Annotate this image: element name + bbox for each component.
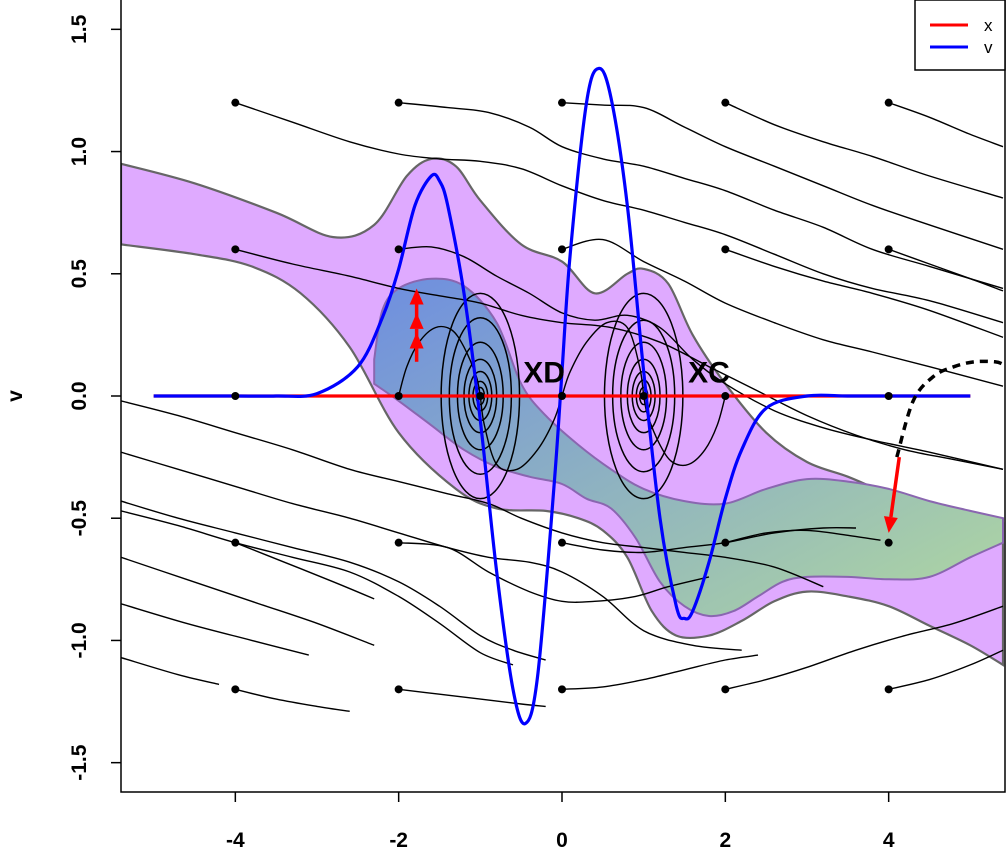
trajectory-13 [121,510,514,666]
trajectory-1 [398,102,1004,290]
grid-point-12 [558,392,566,400]
grid-point-9 [884,245,893,254]
grid-point-8 [721,245,730,254]
x-tick-label-4: 4 [883,829,895,852]
grid-point-2 [558,98,566,107]
trajectory-7 [561,238,1004,387]
legend-label-x: x [984,16,993,35]
grid-point-14 [884,392,893,400]
trajectory-22 [398,688,546,708]
trajectory-11 [121,451,742,651]
annotation-xd: XD [523,357,565,390]
grid-point-15 [231,538,240,547]
grid-point-24 [884,685,893,694]
grid-point-7 [558,245,566,254]
grid-point-0 [231,98,240,107]
grid-point-22 [558,685,566,694]
trajectory-3 [725,102,1004,199]
grid-point-11 [394,392,403,400]
trajectory-2 [561,102,1004,250]
grid-point-20 [231,685,240,694]
grid-point-13 [721,392,730,400]
trajectory-24 [725,605,1004,690]
legend: x v [914,0,1006,71]
grid-point-18 [721,538,730,547]
trajectory-28 [561,320,645,397]
y-tick-label-2: -0.5 [68,500,91,537]
attractor-region-0 [121,157,1005,667]
trajectory-21 [235,688,350,712]
series-v-line [153,66,971,726]
dashed-path [895,359,1004,458]
x-tick-label-2: 0 [556,829,568,852]
trajectory-19 [561,526,857,554]
trajectory-27 [479,395,563,472]
y-tick-label-0: -1.5 [68,744,91,781]
y-tick-label-1: -1.0 [68,622,91,658]
grid-point-5 [231,245,240,254]
grid-point-19 [884,538,893,547]
trajectory-14 [121,556,375,646]
grid-point-10 [231,392,240,400]
grid-point-6 [394,245,403,254]
trajectory-0 [235,102,1004,324]
grid-point-26 [639,392,648,400]
trajectory-18 [398,542,710,603]
grid-point-23 [721,685,730,694]
attractor-region-1 [373,277,1004,618]
grid-point-17 [558,538,566,547]
trajectory-10 [121,400,824,588]
y-tick-label-6: 1.5 [68,14,91,44]
y-tick-label-4: 0.5 [68,259,91,289]
red-arrow-3 [883,456,902,533]
legend-label-v: v [984,38,993,57]
trajectory-23 [561,654,759,690]
grid-point-3 [721,98,730,107]
grid-point-16 [394,538,403,547]
trajectory-16 [121,656,220,686]
trajectory-8 [725,248,1004,338]
trajectory-20 [725,529,881,544]
trajectory-17 [235,542,375,600]
x-tick-label-1: -2 [389,829,408,852]
trajectory-25 [888,649,1004,690]
annotation-xc: XC [688,357,730,390]
trajectory-4 [888,102,1004,148]
grid-point-4 [884,98,893,107]
grid-point-1 [394,98,403,107]
red-arrow-2 [409,288,424,323]
trajectory-15 [121,603,309,656]
x-tick-label-0: -4 [226,829,245,852]
trajectory-9 [888,248,1004,292]
y-tick-label-3: 0.0 [68,381,91,410]
trajectory-12 [121,500,546,661]
y-axis-title: v [4,390,27,402]
y-tick-label-5: 1.0 [68,137,91,166]
grid-point-25 [476,392,485,400]
x-tick-label-3: 2 [719,829,731,852]
grid-point-21 [394,685,403,694]
